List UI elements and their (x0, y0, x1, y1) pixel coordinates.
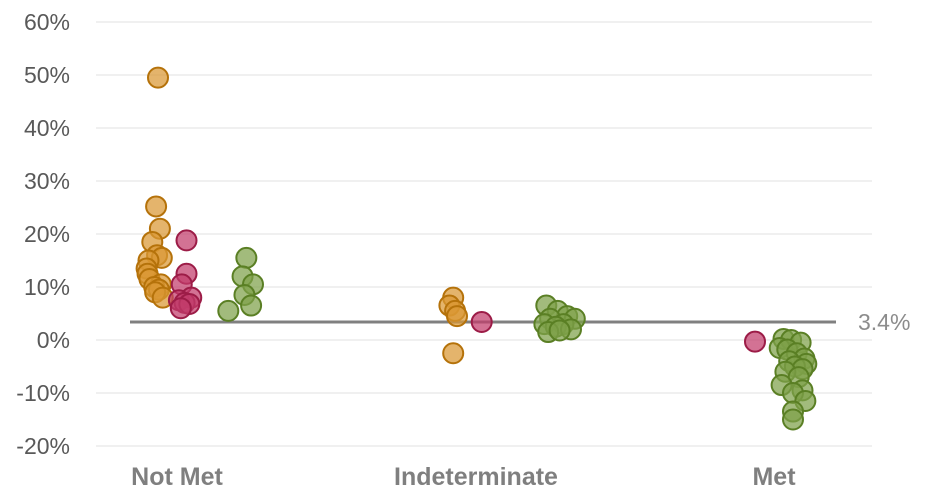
data-points (135, 66, 818, 431)
data-point (782, 408, 804, 431)
y-tick-label: -20% (16, 433, 70, 459)
y-tick-label: 30% (24, 168, 70, 194)
data-point (147, 66, 169, 89)
data-point (548, 319, 571, 342)
y-tick-label: 20% (24, 221, 70, 247)
x-axis-category-labels: Not Met Indeterminate Met (131, 463, 796, 491)
data-point (442, 342, 465, 365)
data-point (175, 229, 198, 252)
data-point (169, 297, 192, 320)
data-point (235, 246, 258, 269)
y-tick-label: 0% (37, 327, 70, 353)
data-point (217, 299, 240, 322)
x-category-label: Met (752, 463, 796, 491)
reference-line-label: 3.4% (858, 309, 910, 335)
gridlines (96, 21, 872, 447)
y-tick-label: 50% (24, 62, 70, 88)
y-tick-label: -10% (16, 380, 70, 406)
data-point (446, 305, 468, 328)
x-category-label: Not Met (131, 463, 223, 491)
y-tick-label: 10% (24, 274, 70, 300)
data-point (744, 330, 766, 353)
data-point (145, 195, 168, 218)
y-axis-tick-labels: 60% 50% 40% 30% 20% 10% 0% -10% -20% (16, 9, 70, 459)
y-tick-label: 40% (24, 115, 70, 141)
x-category-label: Indeterminate (394, 463, 558, 491)
data-point (240, 294, 263, 317)
data-point (470, 310, 493, 333)
y-tick-label: 60% (24, 9, 70, 35)
